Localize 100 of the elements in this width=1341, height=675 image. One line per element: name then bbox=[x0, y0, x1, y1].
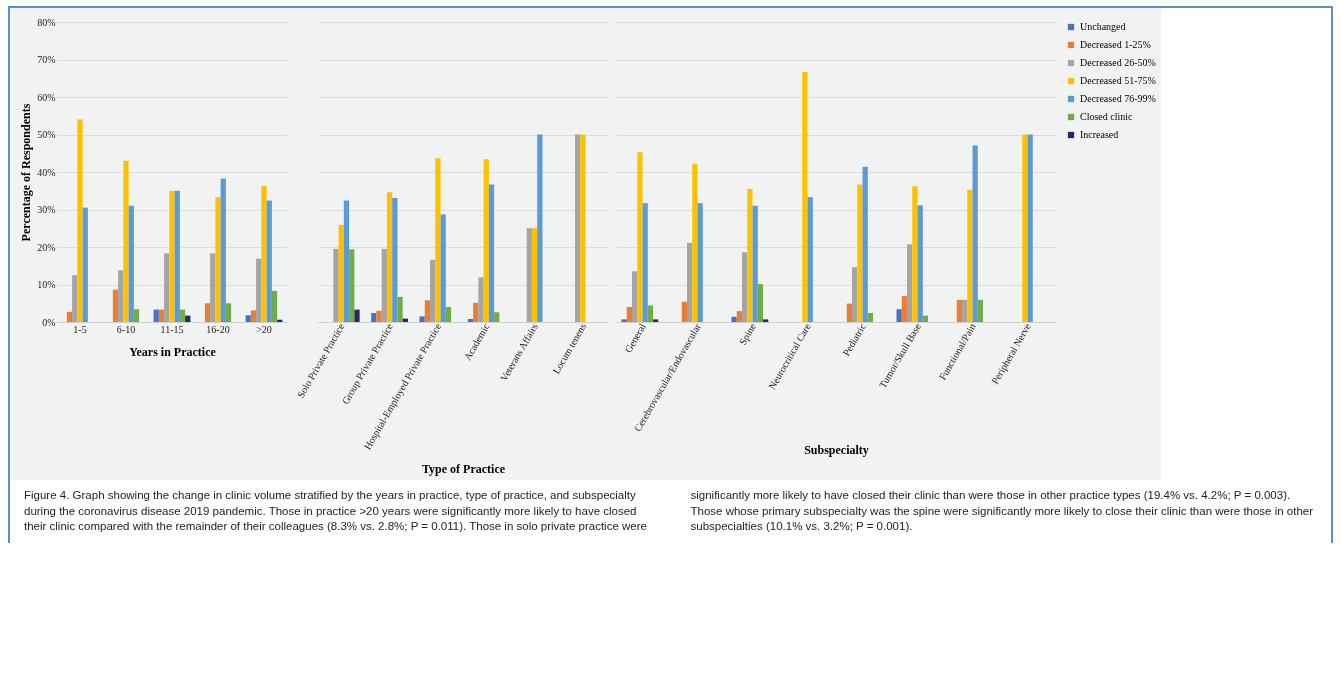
bar bbox=[736, 311, 743, 322]
bar bbox=[220, 178, 226, 322]
legend-label: Decreased 26-50% bbox=[1080, 57, 1156, 68]
bar bbox=[419, 316, 425, 322]
bar bbox=[271, 290, 278, 322]
bar bbox=[802, 71, 808, 322]
x-tick-label: 11-15 bbox=[160, 323, 184, 335]
x-tick-label: 16-20 bbox=[206, 323, 230, 335]
bar bbox=[478, 277, 484, 322]
bar bbox=[977, 299, 984, 322]
bar bbox=[164, 253, 170, 322]
bar bbox=[857, 184, 863, 322]
bar bbox=[653, 319, 659, 322]
bar bbox=[692, 163, 698, 322]
bar bbox=[435, 158, 441, 322]
bar bbox=[917, 205, 923, 322]
bar bbox=[1027, 134, 1033, 322]
bar bbox=[256, 258, 262, 322]
bar bbox=[757, 284, 764, 322]
bar bbox=[343, 200, 350, 322]
bar bbox=[972, 145, 978, 322]
y-tick-label: 40% bbox=[37, 166, 56, 178]
bar bbox=[846, 303, 853, 322]
bar bbox=[66, 311, 73, 322]
bar bbox=[445, 307, 452, 322]
bar bbox=[204, 303, 211, 322]
y-tick-label: 70% bbox=[37, 54, 56, 65]
bar bbox=[169, 190, 175, 322]
legend-label: Unchanged bbox=[1080, 21, 1126, 32]
y-axis-title: Percentage of Respondents bbox=[19, 103, 34, 242]
bar bbox=[133, 309, 140, 322]
bar bbox=[77, 119, 83, 322]
bar bbox=[338, 224, 344, 322]
bar bbox=[967, 189, 973, 322]
bar bbox=[179, 309, 186, 322]
bar bbox=[430, 259, 436, 322]
y-tick-label: 80% bbox=[37, 16, 56, 28]
bar bbox=[531, 228, 538, 322]
bar bbox=[537, 134, 543, 322]
bar bbox=[112, 289, 119, 322]
bar bbox=[153, 309, 159, 322]
bar bbox=[381, 248, 387, 322]
bar bbox=[397, 296, 403, 322]
bar bbox=[440, 214, 446, 322]
legend-label: Decreased 1-25% bbox=[1080, 39, 1151, 50]
y-tick-label: 60% bbox=[37, 91, 56, 103]
y-tick-label: 30% bbox=[37, 204, 56, 215]
bar bbox=[956, 299, 963, 322]
bar bbox=[376, 310, 382, 322]
bar bbox=[807, 197, 813, 322]
bar bbox=[747, 188, 753, 322]
bar bbox=[687, 242, 693, 322]
y-tick-label: 0% bbox=[42, 316, 56, 328]
legend-label: Closed clinic bbox=[1080, 111, 1134, 122]
bar bbox=[467, 319, 474, 322]
legend-label: Decreased 51-75% bbox=[1080, 75, 1156, 86]
bar bbox=[742, 252, 748, 322]
bar bbox=[642, 203, 648, 322]
bar bbox=[632, 271, 638, 322]
bar bbox=[392, 197, 398, 322]
bar bbox=[250, 310, 257, 322]
bar bbox=[697, 203, 703, 322]
bar bbox=[912, 186, 918, 322]
bar bbox=[245, 315, 251, 322]
bar bbox=[72, 275, 78, 322]
bar bbox=[261, 185, 267, 322]
y-tick-label: 20% bbox=[37, 241, 56, 253]
bar bbox=[647, 305, 654, 322]
bar bbox=[225, 303, 232, 322]
bar bbox=[763, 319, 769, 322]
bar bbox=[354, 309, 360, 322]
bar bbox=[907, 244, 913, 322]
bar bbox=[210, 253, 216, 322]
bar bbox=[333, 248, 339, 322]
bar bbox=[215, 197, 221, 322]
bar bbox=[128, 205, 134, 322]
x-tick-label: 6-10 bbox=[116, 323, 136, 335]
bar bbox=[473, 302, 479, 322]
y-tick-label: 10% bbox=[37, 279, 56, 290]
x-tick-label: 1-5 bbox=[73, 323, 87, 335]
bar bbox=[174, 190, 180, 322]
bar bbox=[962, 299, 968, 322]
legend-label: Increased bbox=[1080, 129, 1119, 140]
bar bbox=[118, 270, 124, 322]
bar bbox=[752, 205, 758, 322]
x-axis-title: Subspecialty bbox=[804, 443, 869, 458]
bar bbox=[681, 301, 688, 322]
bar bbox=[896, 309, 902, 322]
bar bbox=[626, 307, 633, 322]
bar bbox=[349, 249, 355, 322]
legend-label: Decreased 76-99% bbox=[1080, 93, 1156, 104]
x-axis-title: Type of Practice bbox=[421, 461, 506, 476]
bar bbox=[637, 152, 643, 322]
bar bbox=[266, 200, 272, 322]
bar bbox=[158, 309, 165, 322]
text: Figure 4. Graph showing the change in clinic volume stratified by the years in practice, type of practice, and subspecialty during the coronavirus disease 2019 pandemic. Those in practice >20 years were significantly more likely to have closed their clinic compared with the remainder of their colleagues (8.3% vs. 2.8%; P = 0.011). Those in solo private practice were significantly more likely to have closed their clinic than were those in other practice types (19.4% vs. 4.2%; P = 0.003). Those whose primary subspecialty was the spine were significantly more likely to close their clinic than were those in other subspecialties (10.1% vs. 3.2%; P = 0.001). bbox=[24, 489, 1314, 533]
bar bbox=[575, 134, 581, 322]
bar bbox=[862, 166, 868, 322]
bar bbox=[852, 267, 858, 322]
bar bbox=[424, 300, 431, 322]
